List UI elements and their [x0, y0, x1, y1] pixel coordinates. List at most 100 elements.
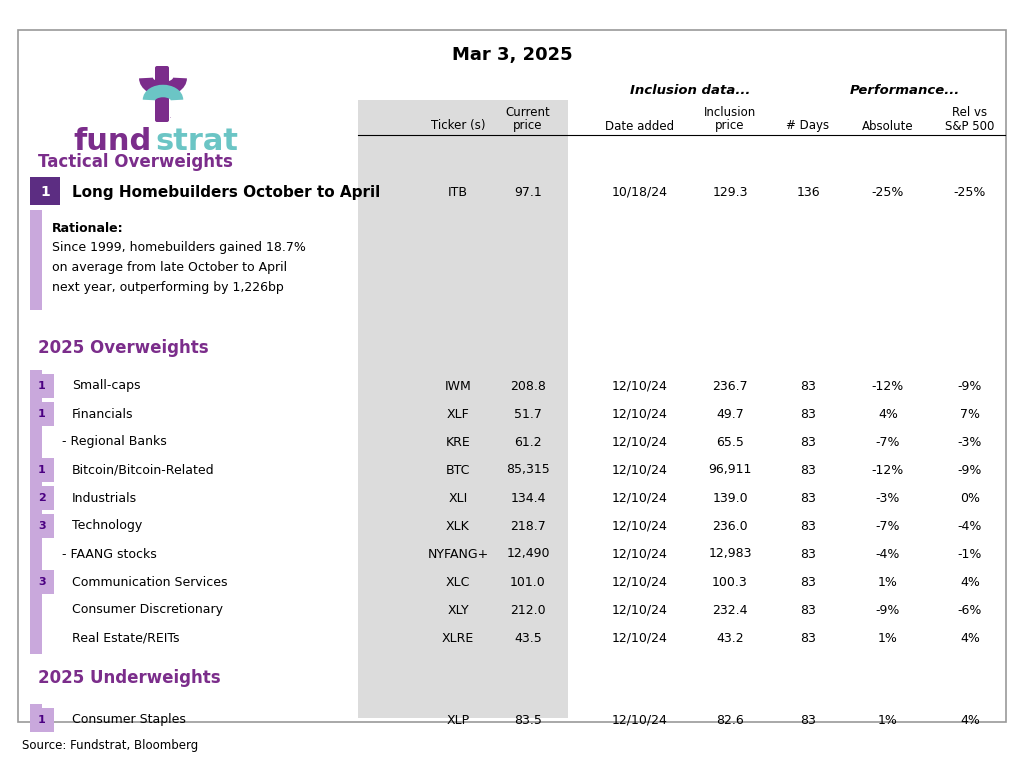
Text: -9%: -9%: [957, 379, 982, 392]
Text: Tactical Overweights: Tactical Overweights: [38, 153, 232, 171]
Bar: [30, 210, 42, 310]
Text: Inclusion data...: Inclusion data...: [630, 84, 751, 97]
Text: 12/10/24: 12/10/24: [612, 379, 668, 392]
Text: 12/10/24: 12/10/24: [612, 632, 668, 644]
Text: Bitcoin/Bitcoin-Related: Bitcoin/Bitcoin-Related: [72, 464, 215, 477]
Text: Financials: Financials: [72, 407, 133, 420]
Text: IWM: IWM: [444, 379, 471, 392]
Bar: [30, 177, 60, 205]
Text: -9%: -9%: [957, 464, 982, 477]
Text: 7%: 7%: [961, 407, 980, 420]
Text: price: price: [513, 119, 543, 132]
Text: 83: 83: [800, 714, 816, 727]
Text: 12/10/24: 12/10/24: [612, 464, 668, 477]
Text: -12%: -12%: [871, 464, 904, 477]
Text: 12/10/24: 12/10/24: [612, 520, 668, 533]
Bar: [30, 570, 54, 594]
Text: 1%: 1%: [878, 632, 898, 644]
Text: Industrials: Industrials: [72, 492, 137, 505]
Text: -25%: -25%: [953, 185, 986, 198]
Text: 101.0: 101.0: [510, 575, 546, 588]
Text: 3: 3: [38, 521, 46, 531]
Text: XLK: XLK: [446, 520, 470, 533]
Text: 83: 83: [800, 632, 816, 644]
Text: 3: 3: [38, 577, 46, 587]
Text: 4%: 4%: [961, 714, 980, 727]
Text: 43.5: 43.5: [514, 632, 542, 644]
Text: 232.4: 232.4: [713, 603, 748, 616]
Text: XLC: XLC: [445, 575, 470, 588]
Text: 65.5: 65.5: [716, 435, 744, 448]
Text: Date added: Date added: [605, 119, 675, 132]
Bar: [358, 100, 568, 718]
Text: 218.7: 218.7: [510, 520, 546, 533]
Text: 83: 83: [800, 407, 816, 420]
Text: 12/10/24: 12/10/24: [612, 547, 668, 561]
Text: 136: 136: [797, 185, 820, 198]
Text: fund: fund: [74, 128, 152, 157]
Bar: [30, 704, 42, 732]
Text: 12/10/24: 12/10/24: [612, 603, 668, 616]
Bar: [30, 486, 54, 510]
Bar: [30, 374, 54, 398]
Text: Inclusion: Inclusion: [703, 106, 756, 119]
Text: 2: 2: [38, 493, 46, 503]
Text: Mar 3, 2025: Mar 3, 2025: [452, 46, 572, 64]
Text: 83: 83: [800, 603, 816, 616]
Bar: [30, 402, 54, 426]
Text: Technology: Technology: [72, 520, 142, 533]
Text: 10/18/24: 10/18/24: [612, 185, 668, 198]
Text: Rationale:: Rationale:: [52, 221, 124, 235]
Text: -6%: -6%: [957, 603, 982, 616]
Text: Consumer Discretionary: Consumer Discretionary: [72, 603, 223, 616]
Text: Source: Fundstrat, Bloomberg: Source: Fundstrat, Bloomberg: [22, 739, 199, 752]
Text: 61.2: 61.2: [514, 435, 542, 448]
Text: - Regional Banks: - Regional Banks: [62, 435, 167, 448]
Text: next year, outperforming by 1,226bp: next year, outperforming by 1,226bp: [52, 281, 284, 295]
Text: 12/10/24: 12/10/24: [612, 492, 668, 505]
Text: -7%: -7%: [876, 520, 900, 533]
Text: 83: 83: [800, 379, 816, 392]
Text: 12/10/24: 12/10/24: [612, 575, 668, 588]
Text: XLRE: XLRE: [442, 632, 474, 644]
Text: Current: Current: [506, 106, 550, 119]
Text: 2025 Underweights: 2025 Underweights: [38, 669, 220, 687]
Text: 1: 1: [38, 381, 46, 391]
Text: 12/10/24: 12/10/24: [612, 407, 668, 420]
Text: 129.3: 129.3: [713, 185, 748, 198]
Text: # Days: # Days: [786, 119, 829, 132]
Text: Communication Services: Communication Services: [72, 575, 227, 588]
Text: 12,983: 12,983: [709, 547, 752, 561]
Text: -3%: -3%: [957, 435, 982, 448]
Text: 83: 83: [800, 575, 816, 588]
Text: 0%: 0%: [961, 492, 980, 505]
Text: -4%: -4%: [876, 547, 900, 561]
Text: 85,315: 85,315: [506, 464, 550, 477]
Text: XLI: XLI: [449, 492, 468, 505]
Text: 1: 1: [38, 409, 46, 419]
Text: 1%: 1%: [878, 575, 898, 588]
Text: 4%: 4%: [961, 632, 980, 644]
Text: Consumer Staples: Consumer Staples: [72, 714, 186, 727]
Text: NYFANG+: NYFANG+: [427, 547, 488, 561]
Text: 12,490: 12,490: [506, 547, 550, 561]
Text: - FAANG stocks: - FAANG stocks: [62, 547, 157, 561]
Text: 83: 83: [800, 520, 816, 533]
Text: 100.3: 100.3: [712, 575, 748, 588]
Text: 83: 83: [800, 435, 816, 448]
Text: 139.0: 139.0: [712, 492, 748, 505]
FancyBboxPatch shape: [155, 66, 169, 122]
Text: -3%: -3%: [876, 492, 900, 505]
Text: Real Estate/REITs: Real Estate/REITs: [72, 632, 179, 644]
Text: 83.5: 83.5: [514, 714, 542, 727]
Text: -4%: -4%: [957, 520, 982, 533]
Text: Small-caps: Small-caps: [72, 379, 140, 392]
Text: price: price: [715, 119, 744, 132]
Text: KRE: KRE: [445, 435, 470, 448]
Bar: [30, 370, 42, 654]
Text: 12/10/24: 12/10/24: [612, 435, 668, 448]
Text: Long Homebuilders October to April: Long Homebuilders October to April: [72, 185, 380, 200]
Text: 43.2: 43.2: [716, 632, 743, 644]
Text: strat: strat: [155, 128, 238, 157]
Text: 4%: 4%: [878, 407, 898, 420]
